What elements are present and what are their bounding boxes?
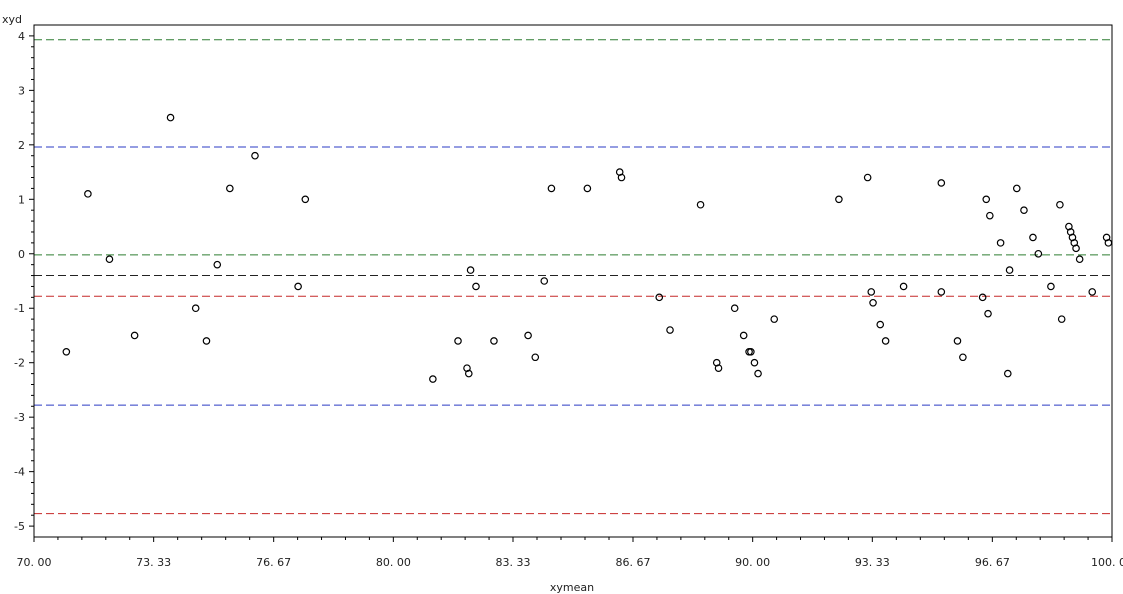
data-point xyxy=(1057,315,1066,323)
y-axis: 4 3 2 1 0 -1 -2 -3 -4 -5 xyxy=(14,30,34,533)
data-point xyxy=(747,348,755,356)
data-point xyxy=(754,369,762,378)
data-point xyxy=(466,266,475,274)
y-tick-label: -2 xyxy=(14,357,25,370)
y-tick-label: 4 xyxy=(18,30,25,43)
x-tick-label: 80. 00 xyxy=(376,556,411,569)
y-tick-label: -1 xyxy=(14,302,25,315)
data-point xyxy=(863,173,872,182)
y-tick-label: -5 xyxy=(14,520,25,533)
data-point xyxy=(655,293,664,302)
data-point xyxy=(750,358,759,367)
data-point xyxy=(876,320,885,329)
x-tick-label: 93. 33 xyxy=(855,556,890,569)
data-point xyxy=(984,309,992,318)
y-tick-label: 0 xyxy=(18,248,25,261)
data-point xyxy=(1088,288,1097,296)
plot-frame xyxy=(33,24,1113,538)
x-tick-label: 96. 67 xyxy=(975,556,1010,569)
data-point xyxy=(294,282,302,291)
data-point xyxy=(547,184,556,193)
data-point xyxy=(1012,184,1021,193)
x-tick-label: 86. 67 xyxy=(616,556,651,569)
data-point xyxy=(84,190,92,198)
data-point xyxy=(1005,266,1014,274)
data-point xyxy=(62,348,71,356)
data-point xyxy=(666,326,674,334)
data-point xyxy=(540,277,549,285)
data-point xyxy=(524,331,532,340)
x-tick-label: 90. 00 xyxy=(735,556,770,569)
y-tick-label: -4 xyxy=(14,466,25,479)
data-point xyxy=(251,151,259,160)
data-point xyxy=(739,331,748,340)
data-point xyxy=(770,315,779,323)
data-point xyxy=(982,195,991,204)
x-tick-label: 70. 00 xyxy=(17,556,52,569)
data-point xyxy=(714,364,723,372)
data-point xyxy=(226,184,234,193)
x-axis-title: xymean xyxy=(550,581,594,594)
data-point xyxy=(1020,206,1028,214)
data-point xyxy=(959,353,967,362)
data-point xyxy=(166,113,175,122)
y-tick-label: 3 xyxy=(18,84,25,97)
data-points xyxy=(62,113,1113,383)
data-point xyxy=(937,288,946,296)
data-point xyxy=(191,304,200,313)
data-point xyxy=(617,173,626,182)
data-point xyxy=(202,337,211,345)
data-point xyxy=(1029,233,1037,242)
data-point xyxy=(583,184,592,193)
data-point xyxy=(881,337,890,345)
y-tick-label: -3 xyxy=(14,411,25,424)
data-point xyxy=(472,282,480,291)
data-point xyxy=(986,211,994,220)
x-axis: 70. 00 73. 33 76. 67 80. 00 83. 33 86. 67 90. … xyxy=(17,537,1123,569)
data-point xyxy=(869,298,877,307)
data-point xyxy=(937,179,946,187)
data-point xyxy=(429,375,437,383)
data-point xyxy=(1047,282,1055,291)
data-point xyxy=(213,260,222,269)
data-point xyxy=(730,304,739,313)
x-tick-label: 76. 67 xyxy=(256,556,291,569)
data-point xyxy=(899,282,908,291)
data-point xyxy=(996,239,1005,247)
data-point xyxy=(454,337,462,345)
data-point xyxy=(835,195,843,204)
y-tick-label: 1 xyxy=(18,193,25,206)
data-point xyxy=(490,337,498,345)
y-tick-label: 2 xyxy=(18,139,25,152)
data-point xyxy=(978,293,987,302)
data-point xyxy=(1034,249,1043,258)
x-tick-label: 83. 33 xyxy=(495,556,530,569)
x-tick-label: 100. 00 xyxy=(1091,556,1123,569)
data-point xyxy=(130,331,139,340)
data-point xyxy=(1075,255,1084,264)
data-point xyxy=(464,369,473,378)
data-point xyxy=(1056,200,1064,209)
data-point xyxy=(301,195,310,204)
data-point xyxy=(867,288,876,296)
y-axis-title: xyd xyxy=(2,13,22,26)
data-point xyxy=(531,353,540,362)
data-point xyxy=(953,337,962,345)
data-point xyxy=(105,255,114,264)
data-point xyxy=(696,200,705,209)
x-tick-label: 73. 33 xyxy=(136,556,171,569)
data-point xyxy=(1072,244,1080,253)
data-point xyxy=(1003,369,1012,378)
